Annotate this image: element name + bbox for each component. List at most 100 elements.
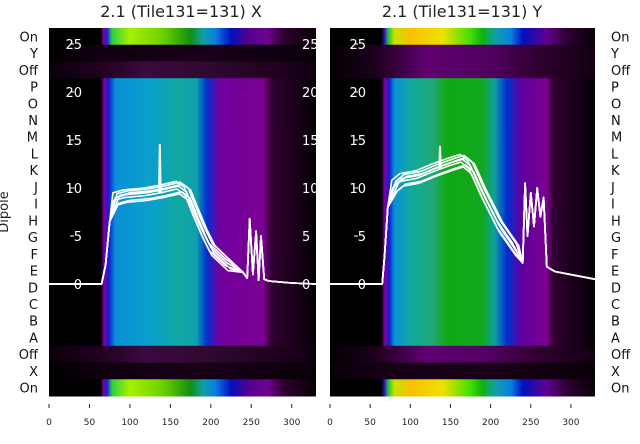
panel-x-title: 2.1 (Tile131=131) X [100,2,262,21]
row-label: C [611,298,620,313]
line-axis-tick-label: 25 [349,38,366,53]
x-tick-label: 100 [121,418,138,428]
line-axis-tick-label: 15 [349,134,366,149]
x-tick-label: 0 [46,418,52,428]
row-label: Off [19,348,39,363]
heatmap-row [330,345,595,364]
x-tick-label: 200 [482,418,499,428]
heatmap-row [49,379,316,397]
heatmap-row [49,78,316,96]
heatmap-row [330,379,595,397]
row-label: On [611,30,629,45]
line-overlay: 0 0 5 5 10 10 15 15 20 20 25 25 [49,38,319,293]
row-label: P [30,81,38,96]
heatmap-row [330,178,595,196]
line-axis-tick-label: 25 [65,38,82,53]
row-label: On [20,382,38,397]
row-label: E [611,265,619,280]
row-label: G [611,231,621,246]
row-label: M [611,131,622,146]
row-label: B [29,315,38,330]
x-tick-label: 250 [522,418,539,428]
row-label: J [33,181,38,196]
line-axis-tick-label: 20 [302,86,319,101]
x-tick-label: 150 [162,418,179,428]
line-overlay: 0 5 10 15 20 25 [330,38,595,293]
row-label: F [31,248,38,263]
row-label: On [20,30,38,45]
row-label: Y [610,47,619,62]
x-tick-label: 50 [84,418,96,428]
x-tick-label: 0 [327,418,333,428]
heatmap-row [330,128,595,146]
heatmap-row [49,28,316,46]
row-label: I [611,198,615,213]
row-label: H [28,214,38,229]
heatmap-row [330,28,595,46]
series-line [438,145,442,169]
row-label: X [29,365,38,380]
line-axis-tick-label: 0 [74,278,82,293]
heatmap-row [330,295,595,313]
heatmap-row [49,228,316,246]
line-axis-tick-label: 5 [74,230,82,245]
row-label: K [611,164,620,179]
row-label: A [611,331,620,346]
series-line [158,143,162,193]
row-label: O [611,97,621,112]
heatmap-row [49,111,316,129]
row-label: C [29,298,38,313]
heatmap-row [49,362,316,380]
row-label: F [611,248,618,263]
heatmap-row [330,312,595,330]
heatmap [49,28,316,397]
row-label: X [611,365,620,380]
heatmap-row [49,212,316,230]
series-line [49,193,316,285]
heatmap-row [330,228,595,246]
heatmap-row [49,295,316,313]
heatmap-row [330,78,595,96]
row-label: On [611,382,629,397]
row-label: P [611,81,619,96]
x-tick-label: 150 [442,418,459,428]
heatmap-row [49,195,316,213]
row-label: I [34,198,38,213]
line-axis-tick-label: 15 [65,134,82,149]
heatmap-row [330,61,595,79]
row-label: A [29,331,38,346]
line-axis-tick-label: 20 [349,86,366,101]
row-label: H [611,214,621,229]
line-axis-tick-label: 10 [65,182,82,197]
line-axis-tick-label: 5 [302,230,310,245]
x-tick-label: 250 [243,418,260,428]
heatmap-row [49,61,316,79]
heatmap-row [49,329,316,347]
line-axis-tick-label: 0 [302,278,310,293]
line-axis-tick-label: 10 [349,182,366,197]
line-axis-tick-label: 25 [302,38,319,53]
row-label: K [29,164,38,179]
heatmap-row [330,145,595,163]
heatmap-row [330,262,595,280]
heatmap-row [330,195,595,213]
heatmap-row [330,329,595,347]
row-label: Off [611,348,631,363]
line-axis-tick-label: 5 [358,230,366,245]
row-label: G [28,231,38,246]
line-axis-tick-label: 20 [65,86,82,101]
heatmap-row [330,94,595,113]
row-label: N [611,114,621,129]
heatmap-row [330,362,595,380]
heatmap-row [49,145,316,163]
row-label: L [611,147,619,162]
series-line [330,166,595,285]
x-tick-label: 200 [202,418,219,428]
heatmap-row [49,94,316,113]
row-label: D [611,281,621,296]
row-label: L [31,147,39,162]
line-axis-tick-label: 10 [302,182,319,197]
